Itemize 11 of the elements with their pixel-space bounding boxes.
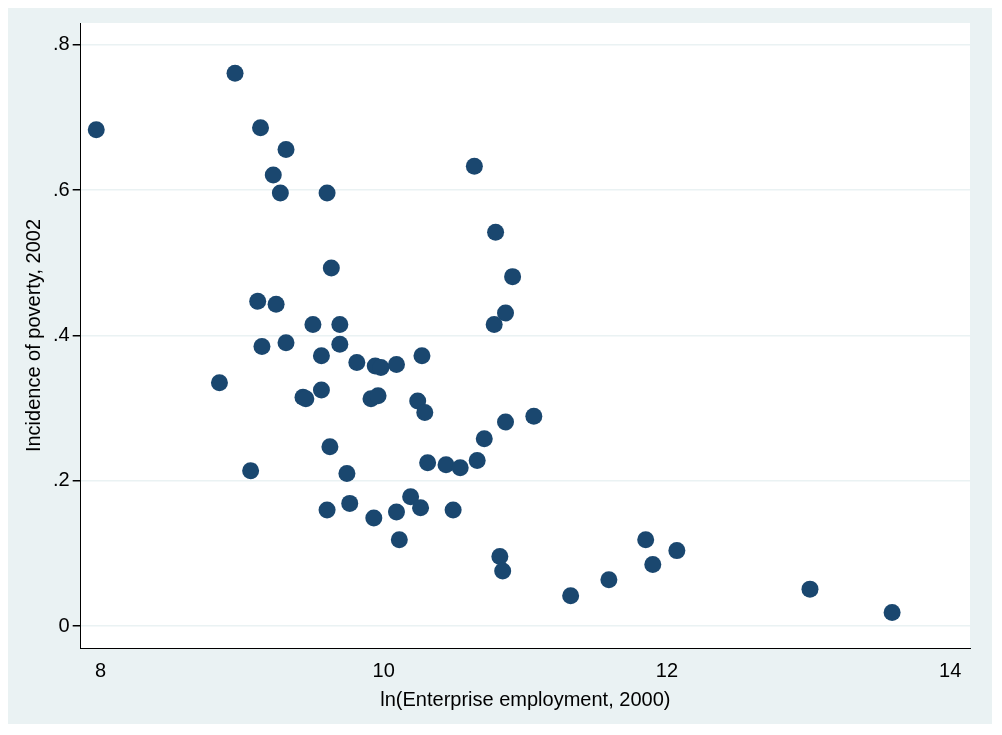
y-tick-label: .8: [52, 32, 70, 55]
x-tick-label: 12: [655, 658, 679, 681]
y-tick-label: 0: [58, 613, 70, 636]
x-tick-label: 14: [939, 658, 962, 681]
y-tick-label: .4: [52, 323, 70, 346]
x-tick-label: 8: [94, 658, 107, 681]
y-tick-label: .6: [52, 177, 70, 200]
x-tick-label: 10: [372, 658, 395, 681]
y-axis-title: Incidence of poverty, 2002: [21, 218, 44, 453]
x-axis-title: ln(Enterprise employment, 2000): [380, 687, 671, 710]
y-tick-label: .2: [52, 468, 70, 491]
